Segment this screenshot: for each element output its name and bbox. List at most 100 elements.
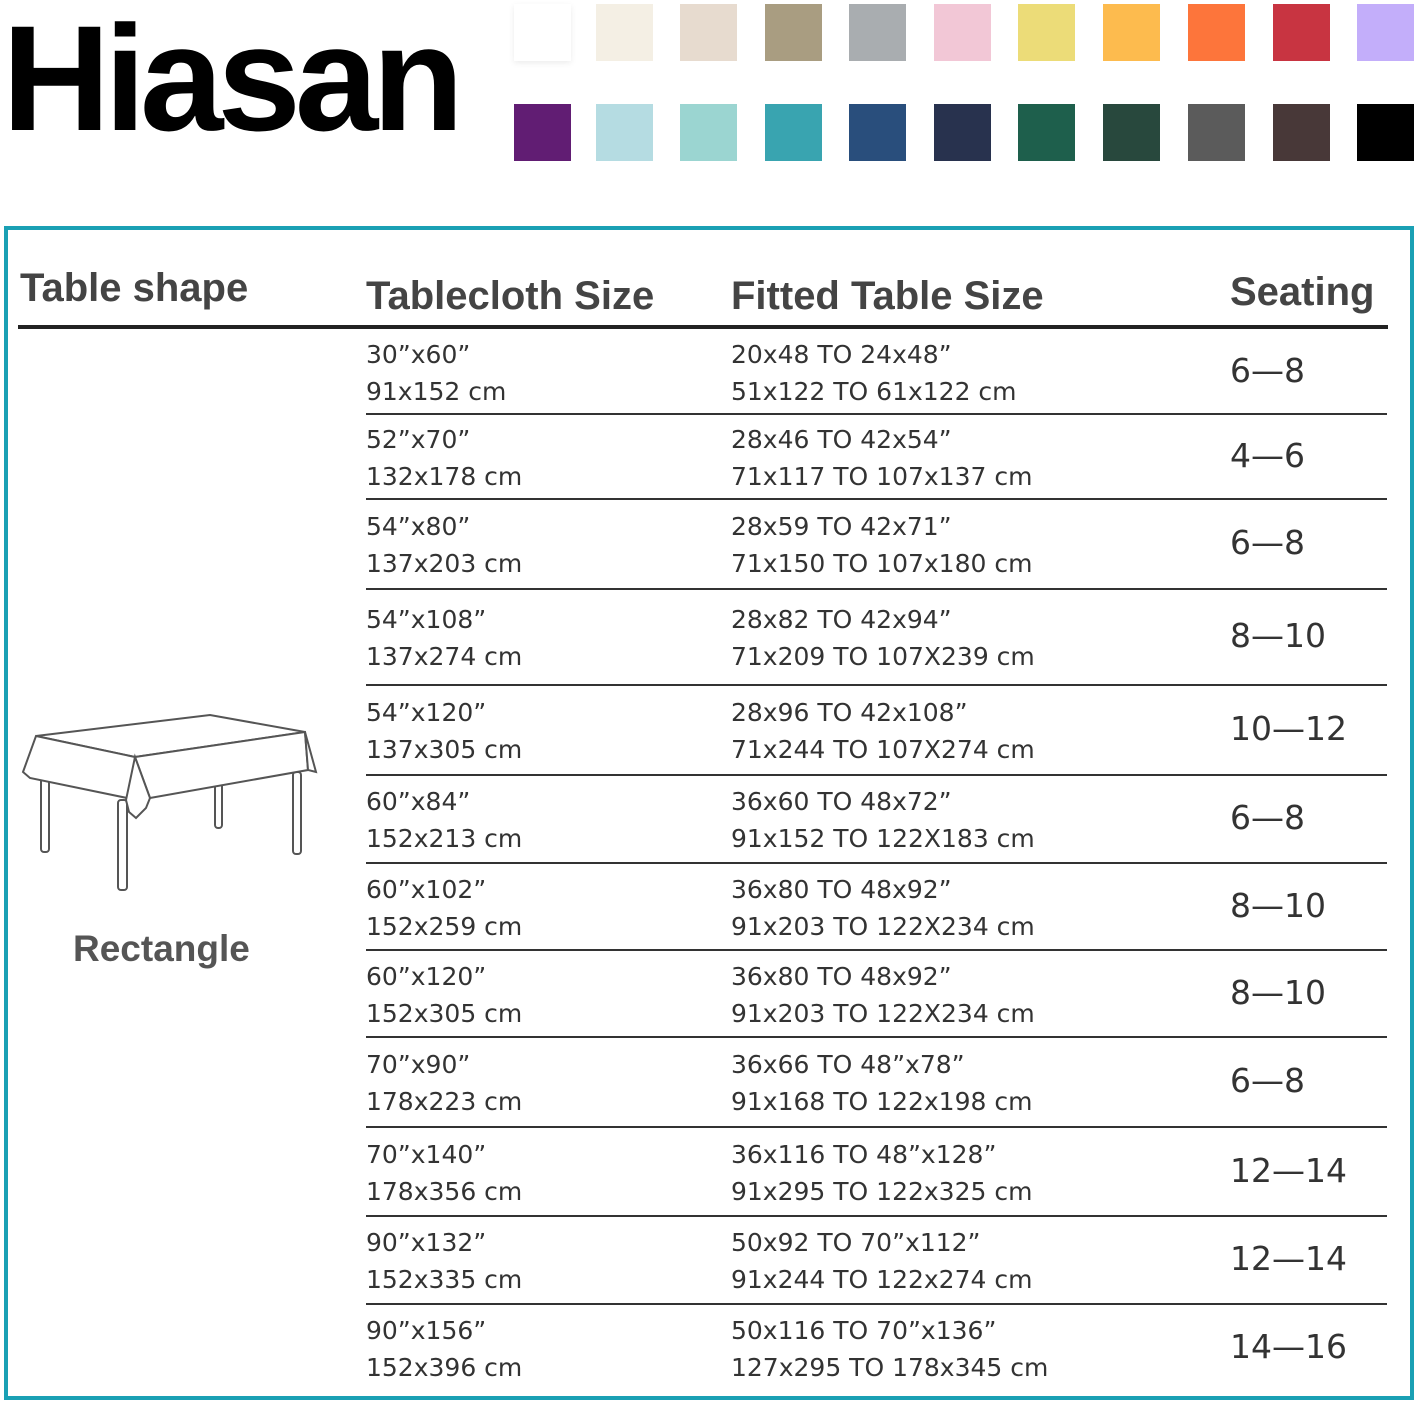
table-row: 60”x84” 152x213 cm 36x60 TO 48x72” 91x152 T… — [0, 776, 1417, 864]
fitted-size-cm: 91x295 TO 122x325 cm — [731, 1176, 1033, 1206]
color-swatch[interactable] — [680, 104, 737, 161]
color-swatch[interactable] — [1273, 104, 1330, 161]
tablecloth-size-cm: 152x335 cm — [366, 1265, 523, 1294]
shape-label: Rectangle — [73, 928, 250, 969]
fitted-size-inches: 50x92 TO 70”x112” — [731, 1228, 981, 1257]
row-divider — [366, 1036, 1387, 1038]
color-swatch[interactable] — [934, 4, 991, 61]
tablecloth-size-cm: 178x356 cm — [366, 1176, 523, 1206]
row-divider — [366, 949, 1387, 951]
tablecloth-size-inches: 54”x80” — [366, 512, 471, 541]
row-divider — [366, 498, 1387, 500]
color-swatch[interactable] — [596, 4, 653, 61]
table-row: 70”x140” 178x356 cm 36x116 TO 48”x128” 91x2… — [0, 1128, 1417, 1217]
tablecloth-size-inches: 54”x120” — [366, 698, 487, 727]
tablecloth-size-cm: 152x259 cm — [366, 911, 523, 941]
tablecloth-size-inches: 90”x156” — [366, 1316, 487, 1345]
color-swatch[interactable] — [596, 104, 653, 161]
tablecloth-size-inches: 52”x70” — [366, 424, 471, 454]
seating-value: 8—10 — [1230, 885, 1326, 925]
fitted-size-inches: 36x80 TO 48x92” — [731, 874, 952, 904]
rectangle-table-illustration — [21, 713, 318, 891]
color-swatch[interactable] — [1357, 104, 1414, 161]
seating-value: 6—8 — [1230, 523, 1305, 562]
color-swatch[interactable] — [765, 104, 822, 161]
fitted-size-inches: 36x80 TO 48x92” — [731, 961, 952, 991]
tablecloth-size-cm: 152x396 cm — [366, 1353, 523, 1382]
header-tablecloth-size: Tablecloth Size — [366, 274, 655, 318]
color-swatch[interactable] — [1357, 4, 1414, 61]
color-swatch[interactable] — [1188, 4, 1245, 61]
color-swatch[interactable] — [849, 4, 906, 61]
fitted-size-cm: 51x122 TO 61x122 cm — [731, 376, 1017, 406]
tablecloth-size-inches: 70”x140” — [366, 1139, 487, 1169]
color-swatch[interactable] — [934, 104, 991, 161]
table-row: 70”x90” 178x223 cm 36x66 TO 48”x78” 91x168 … — [0, 1038, 1417, 1128]
color-swatch[interactable] — [765, 4, 822, 61]
row-divider — [366, 774, 1387, 776]
fitted-size-cm: 71x244 TO 107X274 cm — [731, 735, 1035, 764]
color-swatch[interactable] — [1018, 104, 1075, 161]
color-swatch[interactable] — [1018, 4, 1075, 61]
tablecloth-size-cm: 178x223 cm — [366, 1087, 523, 1116]
fitted-size-inches: 28x96 TO 42x108” — [731, 698, 968, 727]
fitted-size-cm: 71x117 TO 107x137 cm — [731, 461, 1033, 491]
table-row: 54”x108” 137x274 cm 28x82 TO 42x94” 71x209 … — [0, 590, 1417, 686]
size-chart-frame — [4, 226, 1414, 1400]
seating-value: 12—14 — [1230, 1150, 1347, 1190]
tablecloth-size-cm: 152x213 cm — [366, 824, 523, 853]
seating-value: 14—16 — [1230, 1327, 1347, 1366]
fitted-size-inches: 36x66 TO 48”x78” — [731, 1050, 965, 1079]
row-divider — [366, 862, 1387, 864]
brand-logo: Hiasan — [2, 0, 464, 162]
header-table-shape: Table shape — [20, 266, 249, 310]
header-fitted-table-size: Fitted Table Size — [731, 274, 1044, 318]
fitted-size-cm: 91x203 TO 122X234 cm — [731, 911, 1035, 941]
tablecloth-size-cm: 91x152 cm — [366, 376, 507, 406]
row-divider — [366, 413, 1387, 415]
table-row: 90”x132” 152x335 cm 50x92 TO 70”x112” 91x24… — [0, 1217, 1417, 1305]
color-swatch[interactable] — [1273, 4, 1330, 61]
seating-value: 6—8 — [1230, 350, 1305, 390]
color-swatch[interactable] — [1103, 104, 1160, 161]
table-row: 30”x60” 91x152 cm 20x48 TO 24x48” 51x122 TO… — [0, 330, 1417, 415]
tablecloth-size-inches: 90”x132” — [366, 1228, 487, 1257]
row-divider — [366, 1303, 1387, 1305]
fitted-size-cm: 71x150 TO 107x180 cm — [731, 549, 1033, 578]
fitted-size-cm: 91x168 TO 122x198 cm — [731, 1087, 1033, 1116]
row-divider — [366, 588, 1387, 590]
header-seating: Seating — [1230, 270, 1375, 314]
color-swatch[interactable] — [514, 104, 571, 161]
row-divider — [366, 1215, 1387, 1217]
tablecloth-size-inches: 30”x60” — [366, 339, 471, 369]
fitted-size-cm: 91x244 TO 122x274 cm — [731, 1265, 1033, 1294]
fitted-size-cm: 91x203 TO 122X234 cm — [731, 998, 1035, 1028]
fitted-size-inches: 36x116 TO 48”x128” — [731, 1139, 997, 1169]
color-swatch[interactable] — [1188, 104, 1245, 161]
color-swatch[interactable] — [849, 104, 906, 161]
header-divider — [18, 325, 1388, 329]
table-row: 54”x120” 137x305 cm 28x96 TO 42x108” 71x244… — [0, 686, 1417, 776]
color-swatch[interactable] — [680, 4, 737, 61]
tablecloth-size-cm: 152x305 cm — [366, 998, 523, 1028]
table-row: 60”x102” 152x259 cm 36x80 TO 48x92” 91x203 … — [0, 864, 1417, 951]
fitted-size-cm: 127x295 TO 178x345 cm — [731, 1353, 1049, 1382]
tablecloth-size-cm: 137x274 cm — [366, 642, 523, 671]
table-row: 52”x70” 132x178 cm 28x46 TO 42x54” 71x117 T… — [0, 415, 1417, 500]
row-divider — [366, 1126, 1387, 1128]
seating-value: 12—14 — [1230, 1239, 1347, 1278]
seating-value: 8—10 — [1230, 616, 1326, 655]
fitted-size-cm: 91x152 TO 122X183 cm — [731, 824, 1035, 853]
fitted-size-inches: 20x48 TO 24x48” — [731, 339, 952, 369]
fitted-size-inches: 36x60 TO 48x72” — [731, 787, 952, 816]
fitted-size-inches: 28x82 TO 42x94” — [731, 605, 952, 634]
fitted-size-inches: 28x46 TO 42x54” — [731, 424, 952, 454]
table-row: 54”x80” 137x203 cm 28x59 TO 42x71” 71x150 T… — [0, 500, 1417, 590]
seating-value: 4—6 — [1230, 435, 1305, 475]
tablecloth-size-inches: 60”x84” — [366, 787, 471, 816]
color-swatch[interactable] — [1103, 4, 1160, 61]
color-swatch[interactable] — [514, 4, 571, 61]
seating-value: 6—8 — [1230, 1061, 1305, 1100]
tablecloth-size-cm: 132x178 cm — [366, 461, 523, 491]
fitted-size-cm: 71x209 TO 107X239 cm — [731, 642, 1035, 671]
